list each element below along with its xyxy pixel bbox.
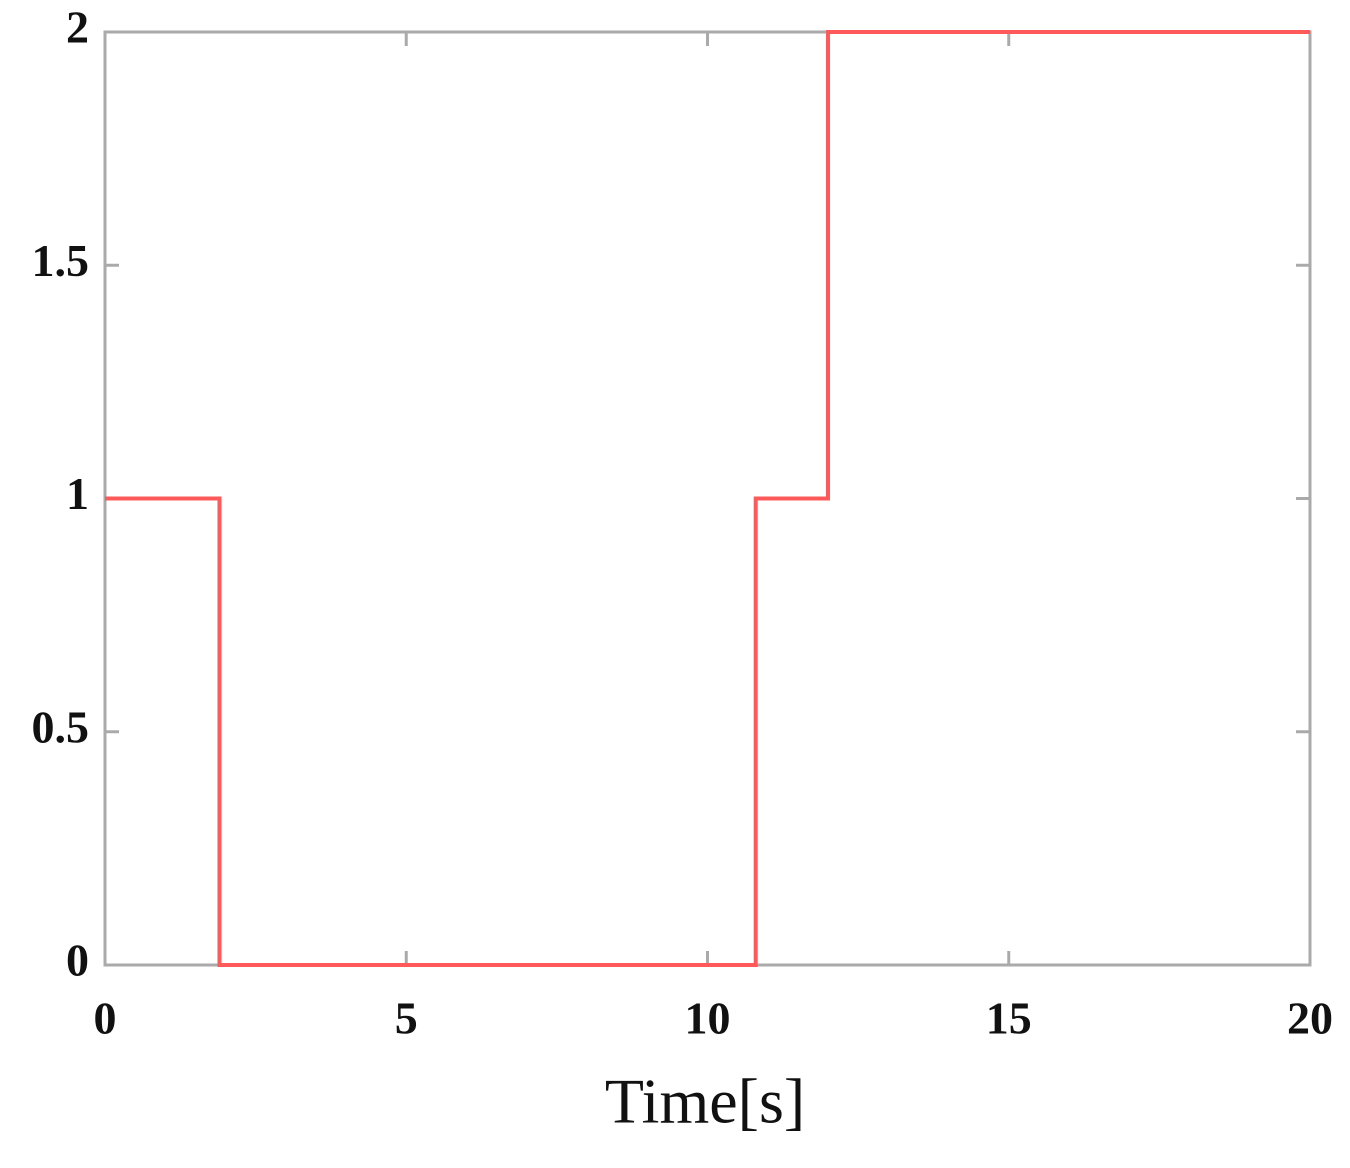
y-tick-label: 2 (66, 2, 89, 53)
plot-frame (103, 30, 1312, 967)
y-tick-label: 1.5 (32, 235, 90, 286)
y-tick-label: 1 (66, 468, 89, 519)
x-tick-label: 10 (685, 993, 731, 1044)
x-tick-label: 5 (395, 993, 418, 1044)
x-tick-label: 20 (1287, 993, 1333, 1044)
data-line (105, 30, 1310, 967)
x-tick-label: 15 (986, 993, 1032, 1044)
y-tick-label: 0 (66, 935, 89, 986)
y-tick-label: 0.5 (32, 701, 90, 752)
x-tick-label: 0 (94, 993, 117, 1044)
x-axis-label: Time[s] (605, 1066, 805, 1137)
